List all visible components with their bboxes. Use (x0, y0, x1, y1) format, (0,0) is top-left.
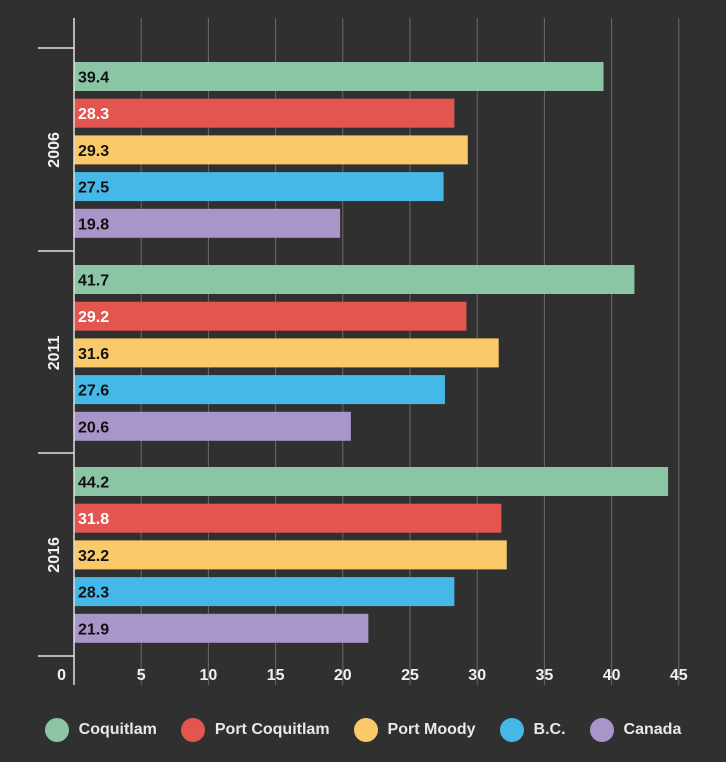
legend-label-port-coquitlam: Port Coquitlam (214, 721, 330, 738)
bar-2011-canada (74, 411, 351, 441)
bar-value-label-2006-canada: 19.8 (78, 216, 109, 233)
legend-swatch-canada (589, 718, 614, 742)
x-tick-label-35: 35 (536, 667, 554, 684)
category-label-2016: 2016 (46, 537, 63, 573)
bar-value-label-2006-port-coquitlam: 28.3 (78, 106, 109, 123)
x-tick-label-15: 15 (267, 667, 285, 684)
bar-value-label-2011-canada: 20.6 (78, 419, 109, 436)
bar-2016-port-coquitlam (74, 503, 502, 533)
bar-2006-port-moody (74, 135, 468, 165)
bars-group: 39.4 28.3 29.3 27.5 19.8 41.7 29.2 31.6 27.6 20.6… (74, 62, 669, 643)
legend-item-b-c: B.C. (499, 718, 566, 742)
bar-2016-canada (74, 613, 369, 643)
bar-2006-coquitlam (74, 62, 604, 91)
x-tick-label-45: 45 (670, 667, 688, 684)
x-tick-label-20: 20 (334, 667, 352, 684)
x-tick-label-10: 10 (200, 667, 218, 684)
bar-2011-b-c (74, 375, 445, 405)
bar-value-label-2011-port-coquitlam: 29.2 (78, 309, 109, 326)
bar-value-label-2006-b-c: 27.5 (78, 180, 109, 197)
legend: Coquitlam Port Coquitlam Port Moody B.C. Can… (0, 712, 726, 748)
legend-swatch-coquitlam (44, 718, 69, 742)
bar-value-label-2011-b-c: 27.6 (78, 383, 109, 400)
legend-label-coquitlam: Coquitlam (78, 721, 157, 738)
bar-2016-port-moody (74, 540, 507, 570)
legend-swatch-b-c (499, 718, 524, 742)
x-tick-label-5: 5 (137, 667, 146, 684)
bar-2006-b-c (74, 172, 444, 202)
bar-2006-canada (74, 208, 341, 238)
x-tick-label-0: 0 (57, 667, 66, 684)
legend-label-canada: Canada (623, 721, 682, 738)
legend-label-port-moody: Port Moody (387, 721, 476, 738)
x-tick-label-40: 40 (603, 667, 621, 684)
axes: 0 5 10 15 20 25 30 35 40 45 2006 2011 2016 (38, 18, 688, 685)
bar-2011-port-coquitlam (74, 301, 467, 331)
category-label-2006: 2006 (46, 132, 63, 168)
legend-label-b-c: B.C. (533, 721, 566, 738)
bar-2016-coquitlam (74, 467, 669, 496)
category-label-2011: 2011 (46, 335, 63, 370)
legend-item-port-coquitlam: Port Coquitlam (180, 718, 330, 742)
bar-2006-port-coquitlam (74, 98, 455, 128)
bar-2011-port-moody (74, 338, 499, 368)
bar-value-label-2016-coquitlam: 44.2 (78, 475, 109, 492)
bar-value-label-2011-coquitlam: 41.7 (78, 273, 109, 290)
bar-value-label-2016-b-c: 28.3 (78, 585, 109, 602)
legend-item-coquitlam: Coquitlam (44, 718, 157, 742)
legend-item-port-moody: Port Moody (353, 718, 476, 742)
bar-2016-b-c (74, 577, 455, 607)
x-tick-label-25: 25 (401, 667, 419, 684)
legend-swatch-port-moody (353, 718, 378, 742)
bar-value-label-2011-port-moody: 31.6 (78, 346, 109, 363)
bar-value-label-2006-coquitlam: 39.4 (78, 70, 109, 87)
bar-value-label-2016-port-moody: 32.2 (78, 548, 109, 565)
x-tick-label-30: 30 (468, 667, 486, 684)
bar-2011-coquitlam (74, 265, 635, 294)
bar-value-label-2016-canada: 21.9 (78, 621, 109, 638)
legend-item-canada: Canada (589, 718, 682, 742)
bar-value-label-2016-port-coquitlam: 31.8 (78, 511, 109, 528)
bar-value-label-2006-port-moody: 29.3 (78, 143, 109, 160)
legend-swatch-port-coquitlam (180, 718, 205, 742)
